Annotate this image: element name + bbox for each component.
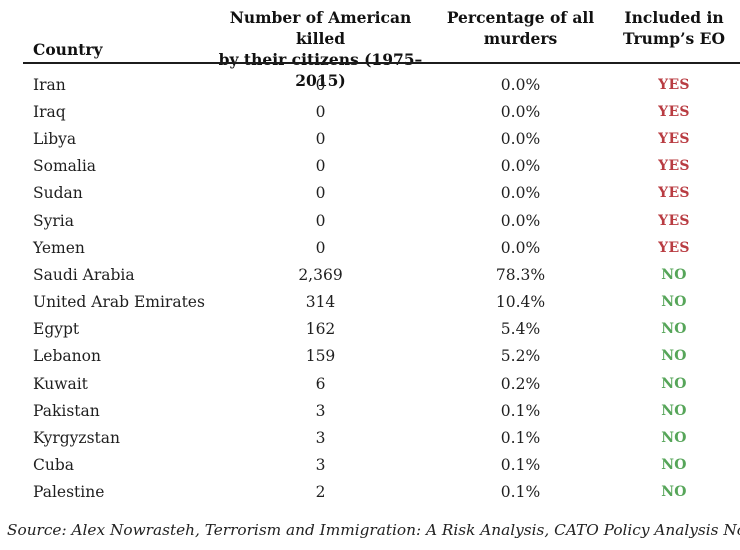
killed-cell: 0 (315, 129, 326, 148)
table-row: Saudi Arabia 2,369 78.3% NO (23, 261, 740, 288)
pct-cell: 10.4% (495, 293, 546, 312)
pct-cell: 0.0% (500, 238, 541, 257)
country-cell: Somalia (33, 157, 97, 176)
killed-cell: 3 (315, 429, 326, 448)
eo-cell: YES (658, 130, 690, 147)
killed-cell: 0 (315, 184, 326, 203)
pct-cell: 0.0% (500, 211, 541, 230)
killed-cell: 0 (315, 102, 326, 121)
country-cell: Palestine (33, 483, 105, 502)
country-cell: Syria (33, 211, 74, 230)
column-header-country: Country (23, 7, 208, 91)
table-row: Lebanon 159 5.2% NO (23, 343, 740, 370)
pct-cell: 0.2% (500, 374, 541, 393)
table-header: Country Number of American killed by the… (23, 7, 740, 90)
table-row: Iraq 0 0.0% YES (23, 98, 740, 125)
eo-cell: NO (661, 457, 687, 474)
killed-cell: 0 (315, 75, 326, 94)
pct-cell: 0.0% (500, 129, 541, 148)
eo-cell: NO (661, 294, 687, 311)
killed-cell: 3 (315, 401, 326, 420)
pct-cell: 0.0% (500, 75, 541, 94)
killed-cell: 159 (305, 347, 336, 366)
pct-cell: 0.0% (500, 184, 541, 203)
column-header-trump-eo: Included in Trump’s EO (623, 8, 725, 48)
table-row: Syria 0 0.0% YES (23, 207, 740, 234)
header-divider (23, 62, 740, 64)
table-row: Kyrgyzstan 3 0.1% NO (23, 424, 740, 451)
country-cell: Iran (33, 75, 66, 94)
table-row: Kuwait 6 0.2% NO (23, 370, 740, 397)
eo-cell: NO (661, 375, 687, 392)
source-note: Source: Alex Nowrasteh, Terrorism and Im… (7, 521, 740, 539)
pct-cell: 5.2% (500, 347, 541, 366)
pct-cell: 0.1% (500, 429, 541, 448)
eo-cell: NO (661, 402, 687, 419)
killed-cell: 162 (305, 320, 336, 339)
eo-cell: NO (661, 348, 687, 365)
pct-cell: 0.1% (500, 456, 541, 475)
killed-cell: 3 (315, 456, 326, 475)
country-cell: Iraq (33, 102, 66, 121)
eo-cell: NO (661, 321, 687, 338)
table-row: Cuba 3 0.1% NO (23, 452, 740, 479)
killed-cell: 0 (315, 238, 326, 257)
table-row: Pakistan 3 0.1% NO (23, 397, 740, 424)
table-row: Libya 0 0.0% YES (23, 125, 740, 152)
pct-cell: 0.1% (500, 401, 541, 420)
pct-cell: 78.3% (495, 265, 546, 284)
table-body: Iran 0 0.0% YES Iraq 0 0.0% YES Libya 0 … (23, 71, 740, 506)
eo-cell: YES (658, 76, 690, 93)
eo-cell: YES (658, 158, 690, 175)
column-header-killed: Number of American killed by their citiz… (218, 8, 423, 90)
country-cell: Lebanon (33, 347, 101, 366)
killed-cell: 2 (315, 483, 326, 502)
eo-cell: YES (658, 185, 690, 202)
country-cell: Pakistan (33, 401, 100, 420)
table-row: Sudan 0 0.0% YES (23, 180, 740, 207)
eo-cell: NO (661, 430, 687, 447)
table-row: Somalia 0 0.0% YES (23, 153, 740, 180)
country-cell: Kyrgyzstan (33, 429, 121, 448)
country-cell: Saudi Arabia (33, 265, 135, 284)
eo-cell: YES (658, 103, 690, 120)
table-row: Iran 0 0.0% YES (23, 71, 740, 98)
country-cell: United Arab Emirates (33, 293, 205, 312)
pct-cell: 5.4% (500, 320, 541, 339)
killed-cell: 0 (315, 211, 326, 230)
eo-cell: NO (661, 484, 687, 501)
eo-cell: YES (658, 239, 690, 256)
column-header-percentage: Percentage of all murders (446, 8, 595, 48)
killed-cell: 6 (315, 374, 326, 393)
table-row: United Arab Emirates 314 10.4% NO (23, 289, 740, 316)
country-cell: Cuba (33, 456, 75, 475)
pct-cell: 0.0% (500, 102, 541, 121)
country-cell: Kuwait (33, 374, 88, 393)
column-header-country-label: Country (33, 39, 103, 59)
country-cell: Egypt (33, 320, 80, 339)
country-cell: Yemen (33, 238, 85, 257)
pct-cell: 0.0% (500, 157, 541, 176)
pct-cell: 0.1% (500, 483, 541, 502)
eo-cell: NO (661, 266, 687, 283)
country-cell: Sudan (33, 184, 83, 203)
table-row: Yemen 0 0.0% YES (23, 234, 740, 261)
table-row: Egypt 162 5.4% NO (23, 316, 740, 343)
killed-cell: 2,369 (298, 265, 343, 284)
killed-cell: 0 (315, 157, 326, 176)
table-row: Palestine 2 0.1% NO (23, 479, 740, 506)
country-cell: Libya (33, 129, 77, 148)
eo-cell: YES (658, 212, 690, 229)
killed-cell: 314 (305, 293, 336, 312)
